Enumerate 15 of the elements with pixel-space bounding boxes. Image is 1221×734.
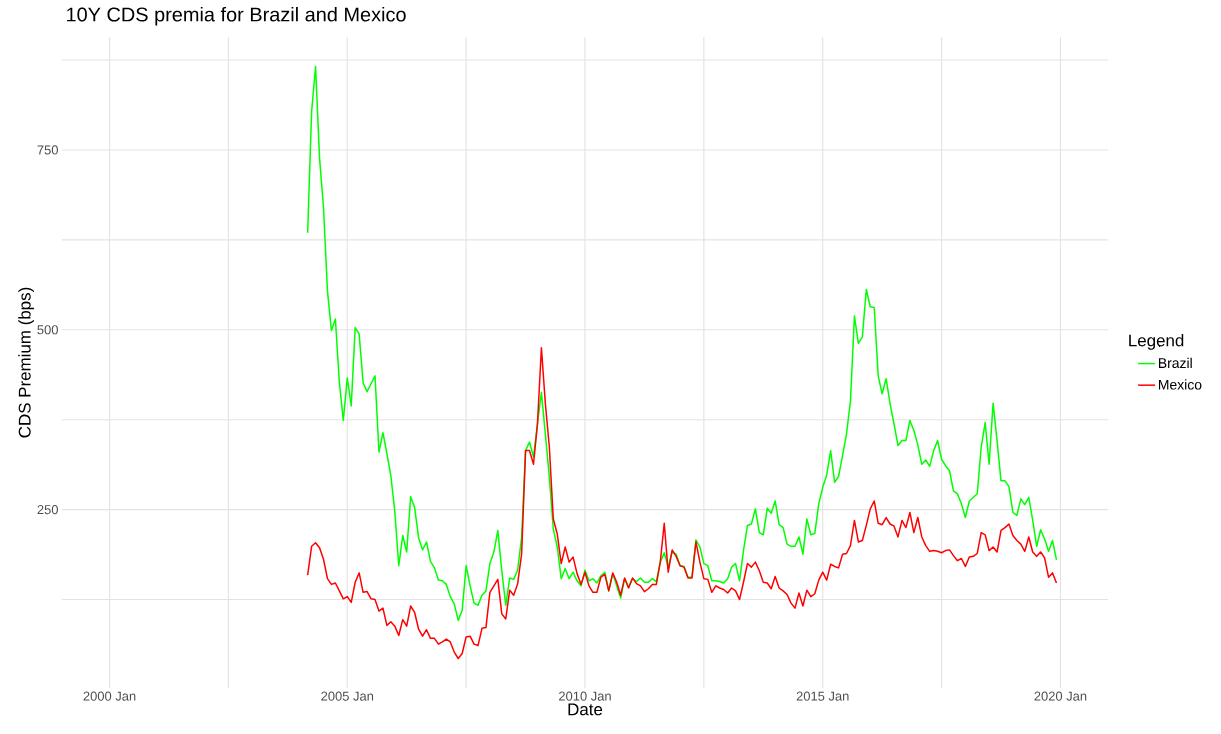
y-tick-label: 500 — [37, 325, 58, 335]
x-axis-title: Date — [568, 703, 603, 716]
legend-label: Brazil — [1158, 357, 1192, 369]
chart-title: 10Y CDS premia for Brazil and Mexico — [67, 6, 406, 26]
x-tick-label: 2015 Jan — [796, 691, 849, 701]
x-tick-label: 2020 Jan — [1034, 691, 1087, 701]
x-tick-label: 2010 Jan — [559, 691, 611, 701]
line-series — [306, 347, 1058, 660]
y-axis-title: CDS Premium (bps) — [18, 287, 35, 438]
y-tick-label: 250 — [37, 505, 58, 515]
legend-label: Mexico — [1158, 379, 1202, 390]
x-tick-label: 2005 Jan — [321, 691, 374, 701]
x-tick-label: 2000 Jan — [83, 691, 136, 701]
legend-title: Legend — [1129, 334, 1184, 350]
y-tick-label: 750 — [37, 145, 58, 155]
